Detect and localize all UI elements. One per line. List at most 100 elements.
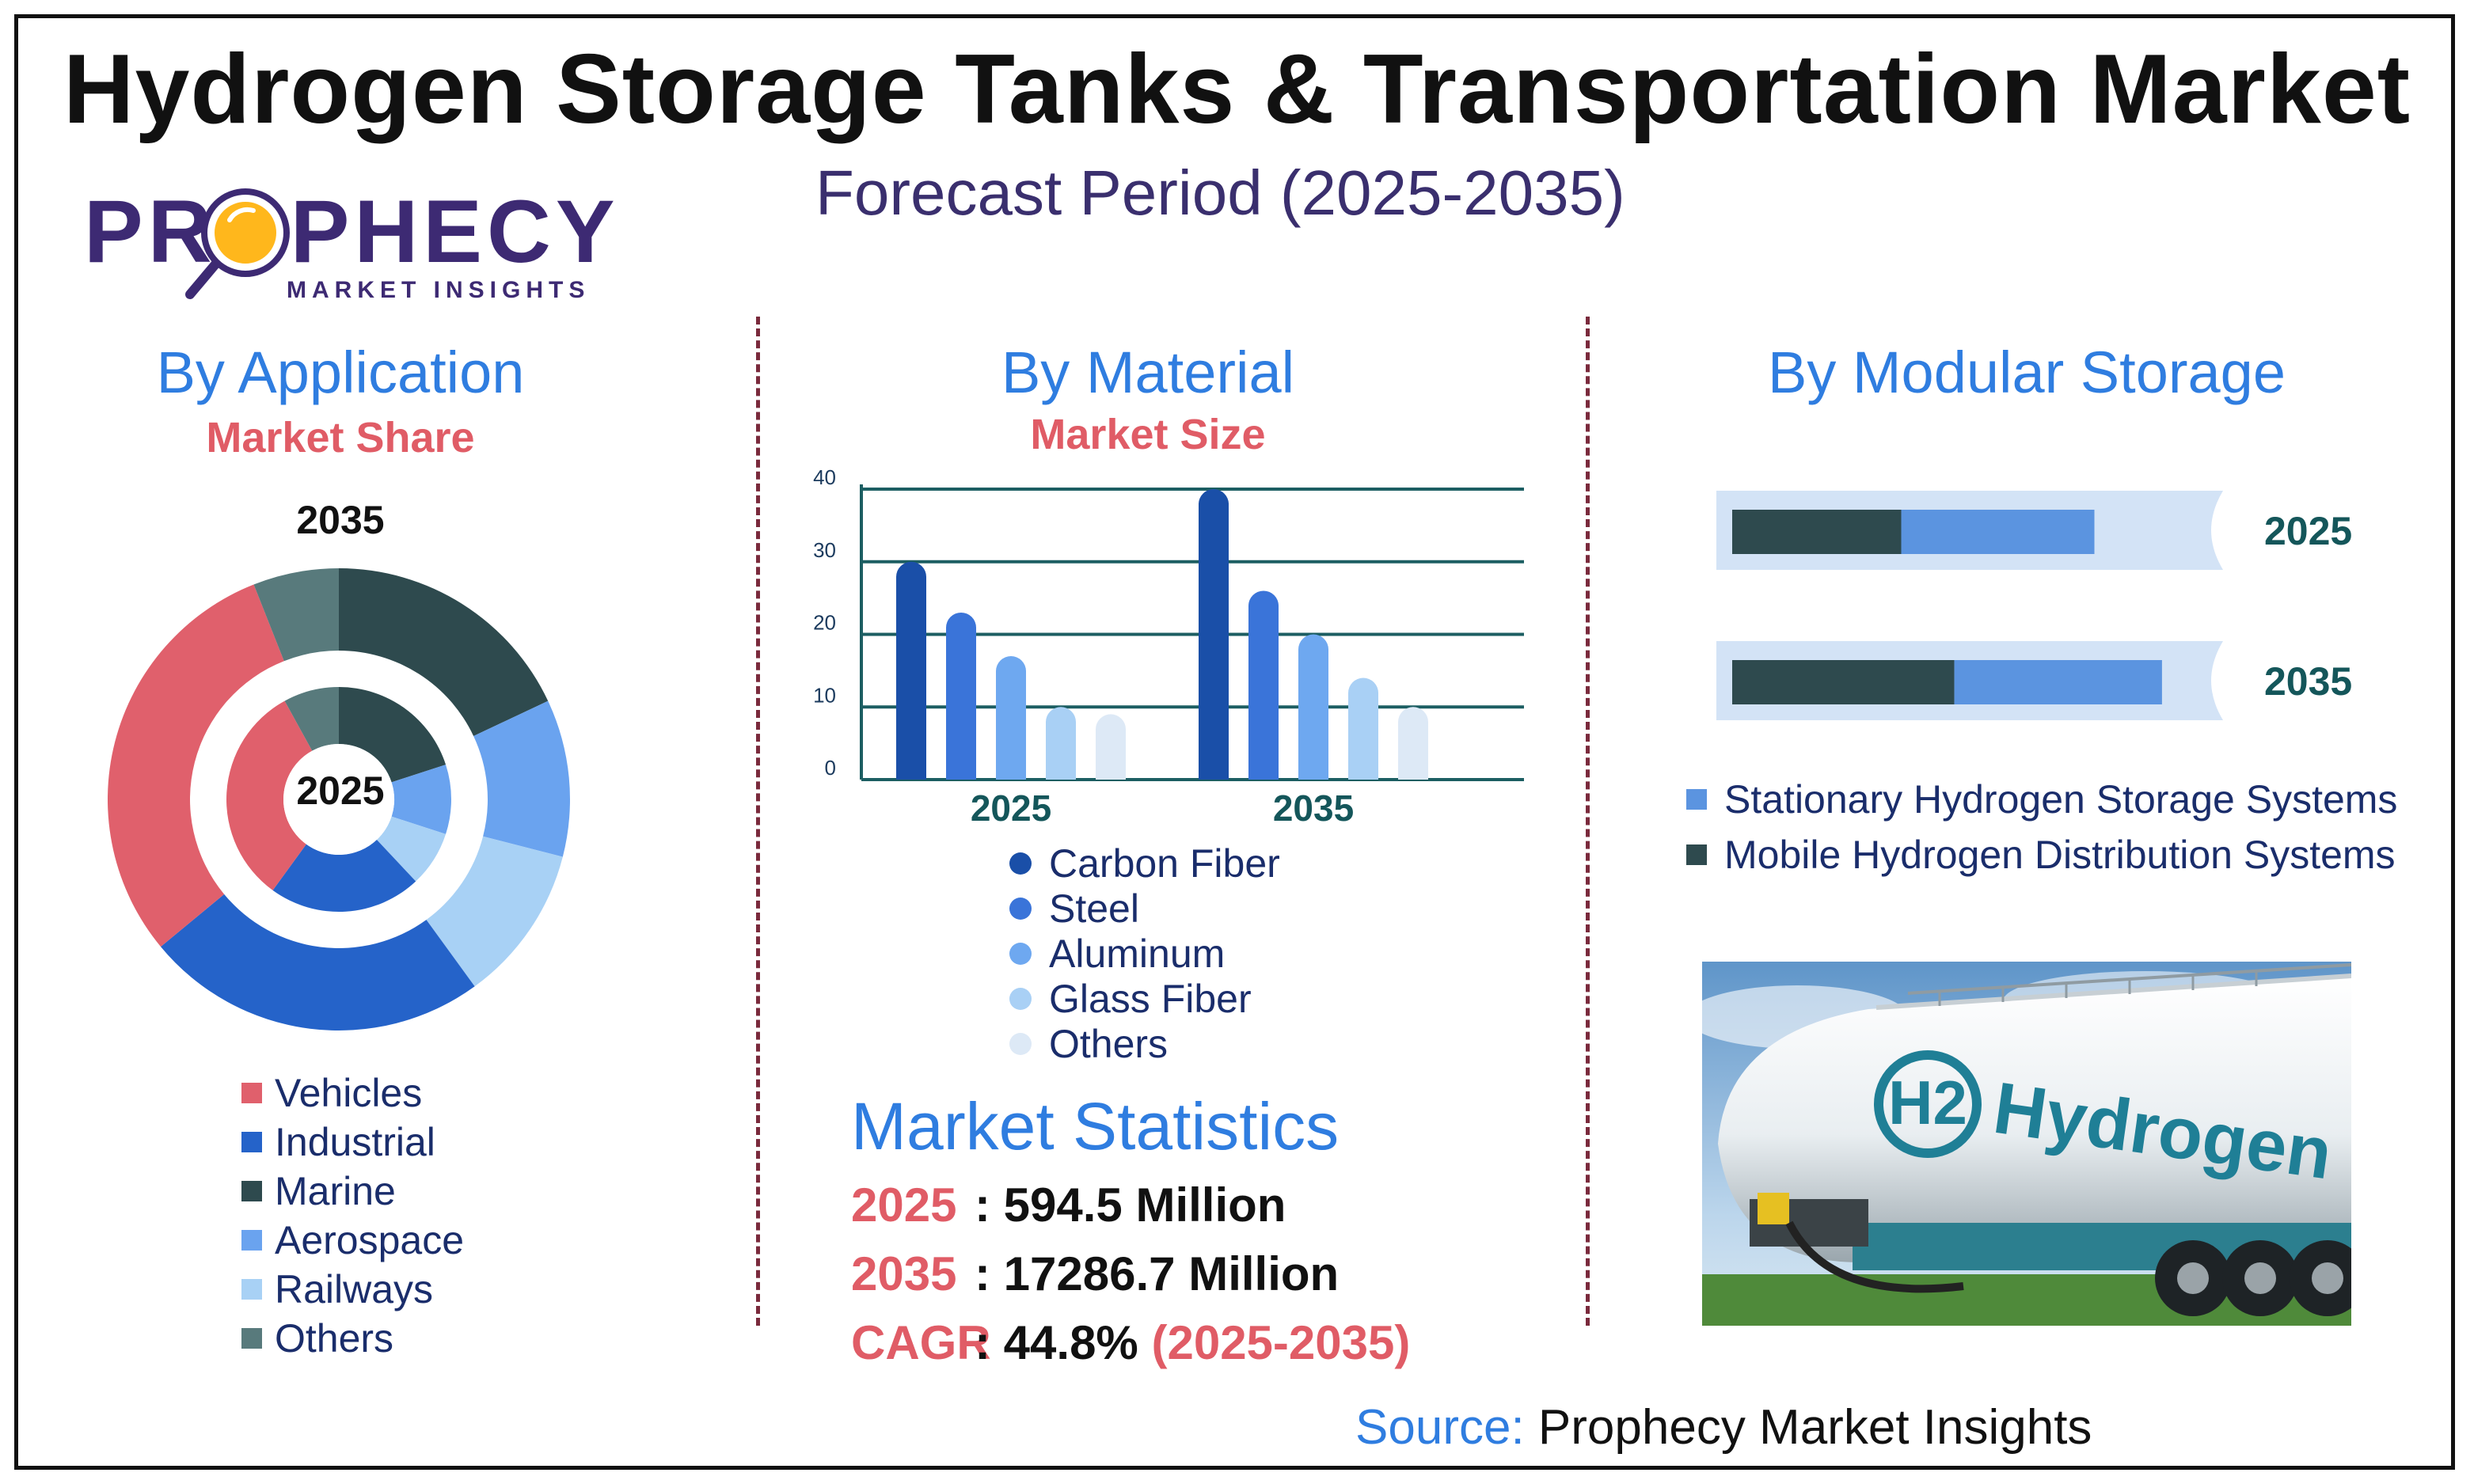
y-tick-label: 20 [813,611,836,635]
donut-slice-2025-railways [376,816,447,882]
material-title: By Material [1001,340,1295,405]
legend-item-stationary: Stationary Hydrogen Storage Systems [1686,772,2397,827]
bar-2035-stationary [1954,660,2162,704]
application-donut-chart [107,568,571,1030]
statistics-title: Market Statistics [851,1089,1340,1163]
legend-swatch [241,1083,262,1103]
x-category-label: 2035 [1273,788,1354,829]
modular-legend: Stationary Hydrogen Storage Systems Mobi… [1686,772,2397,882]
legend-swatch [1686,844,1707,865]
stat-row-2035: 2035: 17286.7 Million [851,1247,1340,1300]
stat-key: 2025 [851,1178,957,1232]
source-value: Prophecy Market Insights [1537,1400,2092,1455]
legend-label: Marine [275,1169,396,1213]
y-tick-label: 10 [813,683,836,707]
legend-label: Vehicles [275,1071,423,1115]
y-tick-label: 0 [825,756,836,780]
stat-row-cagr: CAGR: 44.8% (2025-2035) [851,1316,1411,1369]
application-subtitle: Market Share [206,414,475,461]
legend-swatch [1686,789,1707,810]
donut-slice-2035-industrial [161,894,475,1030]
y-tick-label: 40 [813,465,836,489]
modular-year-label: 2025 [2264,509,2352,553]
stat-value: 594.5 Million [1003,1178,1286,1232]
legend-label: Aerospace [275,1218,465,1262]
outer-ring-year: 2035 [296,498,385,542]
donut-slice-2035-others [253,568,339,662]
material-legend: Carbon Fiber Steel Aluminum Glass Fiber … [1009,841,1280,1066]
legend-item-vehicles: Vehicles [241,1068,464,1118]
legend-label: Carbon Fiber [1049,841,1280,886]
legend-swatch [1009,852,1032,875]
legend-label: Stationary Hydrogen Storage Systems [1724,777,2398,822]
application-legend: Vehicles Industrial Marine Aerospace Rai… [241,1068,464,1363]
bar-2025-glass-fiber [1046,707,1076,780]
bar-2025-others [1096,714,1126,780]
legend-item-steel: Steel [1009,886,1280,931]
legend-item-aluminum: Aluminum [1009,931,1280,976]
donut-slice-2025-marine [339,687,447,783]
donut-slice-2035-marine [339,568,549,736]
legend-swatch [241,1132,262,1152]
h2-badge-text: H2 [1888,1068,1967,1137]
legend-label: Glass Fiber [1049,976,1252,1021]
stat-value: 17286.7 Million [1003,1247,1340,1300]
stat-period: (2025-2035) [1151,1316,1411,1369]
legend-item-aerospace: Aerospace [241,1216,464,1265]
legend-swatch [241,1181,262,1201]
source-key: Source: [1355,1400,1525,1455]
modular-title: By Modular Storage [1767,340,2286,405]
legend-label: Industrial [275,1120,435,1164]
stat-value: 44.8% [1003,1316,1138,1369]
bar-2025-stationary [1901,510,2095,554]
legend-swatch [1009,1032,1032,1055]
donut-center [283,744,394,855]
donut-slice-2025-vehicles [226,700,313,890]
magnifier-logo-icon [185,188,290,299]
donut-slice-2025-industrial [272,840,416,912]
application-title: By Application [156,340,525,405]
bar-2025-mobile [1732,510,1902,554]
donut-slice-2035-aerospace [473,700,571,857]
material-subtitle: Market Size [1030,411,1266,458]
modular-year-label: 2035 [2264,659,2352,704]
bar-2035-others [1398,707,1428,780]
stat-key: 2035 [851,1247,957,1300]
infographic-frame [14,14,2455,1470]
hydrogen-tanker-truck-image: H2 Hydrogen [1702,962,2351,1326]
section-divider [1586,317,1590,1326]
legend-item-industrial: Industrial [241,1118,464,1167]
donut-slice-2025-others [284,687,339,751]
material-bar-chart: 0 10 20 30 40 2025 2035 [813,465,1524,829]
donut-slice-2025-aerospace [391,765,451,834]
bar-2035-mobile [1732,660,1955,704]
logo-tagline: MARKET INSIGHTS [287,277,591,303]
legend-item-marine: Marine [241,1167,464,1216]
x-category-label: 2025 [971,788,1051,829]
donut-slice-2035-vehicles [107,584,284,947]
legend-swatch [241,1230,262,1251]
legend-label: Others [275,1316,394,1361]
bar-2025-aluminum [996,656,1026,780]
bar-2035-carbon-fiber [1199,489,1229,780]
legend-swatch [1009,897,1032,920]
legend-swatch [1009,942,1032,965]
y-tick-label: 30 [813,538,836,562]
page-subtitle: Forecast Period (2025-2035) [815,158,1625,228]
legend-label: Railways [275,1267,434,1311]
legend-label: Steel [1049,886,1139,931]
legend-item-others-material: Others [1009,1021,1280,1066]
donut-slice-2035-railways [426,836,563,987]
h2-badge-icon [1874,1050,1982,1158]
source-note: Source: Prophecy Market Insights [1355,1399,2092,1456]
inner-ring-year: 2025 [296,769,385,813]
bar-2035-steel [1248,590,1279,780]
bar-2035-aluminum [1298,634,1328,780]
page-title: Hydrogen Storage Tanks & Transportation … [63,35,2411,144]
modular-storage-chart: 2025 2035 [1716,491,2352,720]
bar-2025-carbon-fiber [896,561,926,780]
legend-label: Aluminum [1049,931,1226,976]
bar-2035-glass-fiber [1348,677,1378,780]
logo-wordmark: PROPHECY [84,182,620,281]
stat-key: CAGR [851,1316,991,1369]
